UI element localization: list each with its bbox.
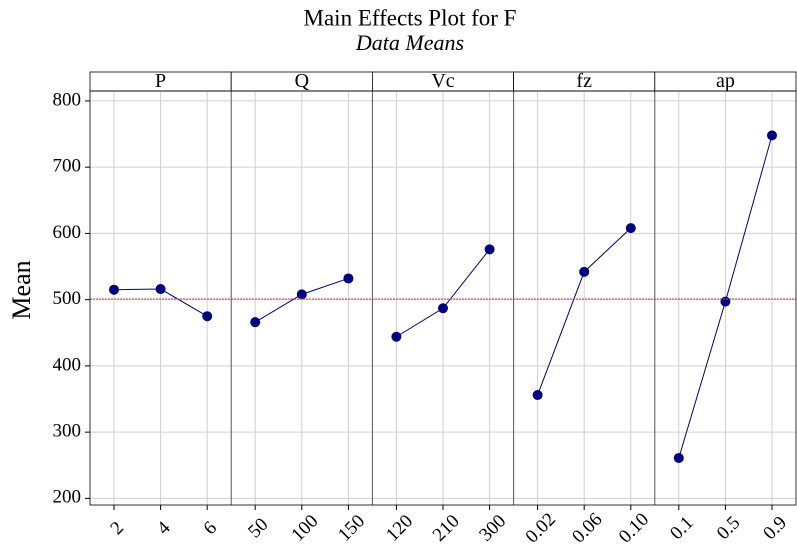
y-tick-label: 800 xyxy=(53,89,82,110)
x-tick-label: 120 xyxy=(382,511,417,546)
panel-label: Q xyxy=(295,70,310,92)
y-axis-label: Mean xyxy=(7,260,36,319)
data-point xyxy=(296,289,307,300)
data-point xyxy=(767,130,777,141)
chart-subtitle: Data Means xyxy=(355,30,464,55)
x-tick-label: 6 xyxy=(200,517,222,539)
y-tick-label: 500 xyxy=(53,288,82,309)
x-tick-label: 300 xyxy=(475,511,510,546)
panel-label: P xyxy=(155,70,166,92)
x-tick-label: 0.06 xyxy=(568,509,606,547)
x-tick-label: 4 xyxy=(153,517,175,539)
y-tick-label: 700 xyxy=(53,156,82,177)
data-point xyxy=(438,303,448,314)
data-point xyxy=(343,273,354,284)
data-point xyxy=(673,452,684,463)
data-point xyxy=(579,266,590,277)
data-point xyxy=(155,284,166,295)
x-tick-label: 2 xyxy=(106,517,128,539)
chart-title: Main Effects Plot for F xyxy=(304,5,517,30)
data-point xyxy=(391,331,402,342)
x-tick-label: 0.9 xyxy=(759,512,791,544)
data-point xyxy=(532,390,543,401)
x-tick-label: 0.10 xyxy=(615,509,653,547)
data-point xyxy=(625,223,636,234)
y-tick-label: 400 xyxy=(53,354,82,375)
data-point xyxy=(250,317,261,328)
data-point xyxy=(109,284,119,295)
panel-label: ap xyxy=(716,70,735,92)
data-point xyxy=(484,244,495,255)
data-point xyxy=(720,296,731,307)
plot-frame xyxy=(89,90,797,506)
panel-label: Vc xyxy=(431,70,454,92)
x-tick-label: 100 xyxy=(287,511,322,546)
y-tick-label: 200 xyxy=(53,487,82,508)
x-tick-label: 210 xyxy=(429,511,464,546)
y-tick-label: 600 xyxy=(53,222,82,243)
data-point xyxy=(202,311,213,322)
x-tick-label: 0.02 xyxy=(522,509,560,547)
x-tick-label: 50 xyxy=(244,514,272,542)
panel-label: fz xyxy=(576,70,592,92)
x-tick-label: 0.5 xyxy=(713,512,745,544)
x-tick-label: 150 xyxy=(334,511,369,546)
y-tick-label: 300 xyxy=(53,420,82,441)
x-tick-label: 0.1 xyxy=(666,512,698,544)
